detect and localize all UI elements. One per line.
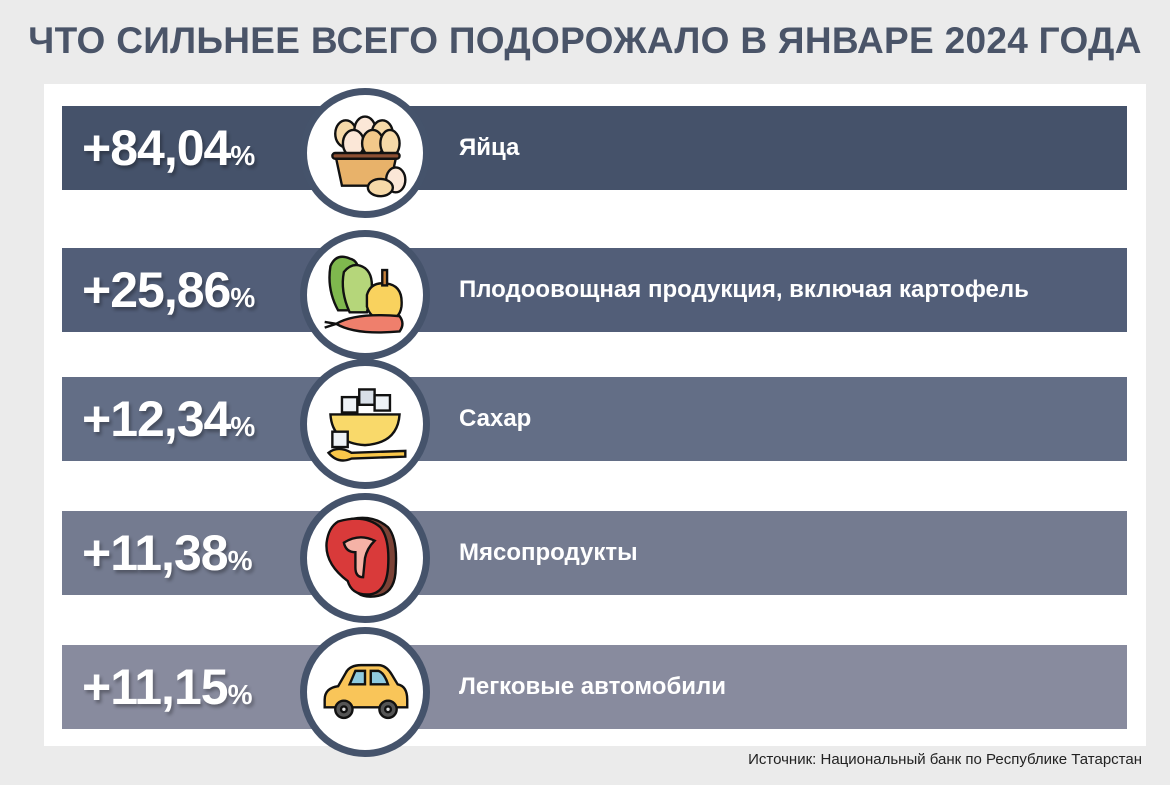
- sugar-bowl-icon: [300, 359, 430, 489]
- item-label: Легковые автомобили: [459, 673, 727, 700]
- source-note: Источник: Национальный банк по Республик…: [748, 751, 1142, 768]
- value-unit: %: [230, 411, 256, 442]
- item-value: +25,86%: [82, 248, 255, 332]
- item-bar: +11,15% Легковые автомобили: [62, 645, 1127, 729]
- value-unit: %: [230, 282, 256, 313]
- item-bar: +25,86% Плодоовощная продукция, включая …: [62, 248, 1127, 332]
- value-unit: %: [227, 545, 253, 576]
- steak-icon: [300, 493, 430, 623]
- item-label: Мясопродукты: [459, 539, 638, 566]
- car-icon: [323, 663, 409, 720]
- item-label: Сахар: [459, 405, 532, 432]
- steak-icon: [325, 516, 398, 598]
- item-value: +11,15%: [82, 645, 252, 729]
- item-bar: +12,34% Сахар: [62, 377, 1127, 461]
- page-title: ЧТО СИЛЬНЕЕ ВСЕГО ПОДОРОЖАЛО В ЯНВАРЕ 20…: [28, 20, 1142, 61]
- item-value: +11,38%: [82, 511, 252, 595]
- item-bar: +11,38% Мясопродукты: [62, 511, 1127, 595]
- sugar-bowl-icon: [326, 388, 407, 462]
- value-number: +84,04: [82, 120, 231, 176]
- value-number: +11,38: [82, 525, 229, 581]
- car-icon: [300, 627, 430, 757]
- value-unit: %: [227, 679, 253, 710]
- vegetables-icon: [300, 230, 430, 360]
- value-unit: %: [230, 140, 256, 171]
- value-number: +11,15: [82, 659, 229, 715]
- eggs-basket-icon: [331, 115, 407, 198]
- item-value: +12,34%: [82, 377, 255, 461]
- item-label: Яйца: [459, 134, 520, 161]
- eggs-basket-icon: [300, 88, 430, 218]
- value-number: +25,86: [82, 262, 231, 318]
- value-number: +12,34: [82, 391, 231, 447]
- item-label: Плодоовощная продукция, включая картофел…: [459, 276, 1029, 303]
- vegetables-icon: [324, 255, 404, 334]
- item-bar: +84,04% Яйца: [62, 106, 1127, 190]
- item-value: +84,04%: [82, 106, 255, 190]
